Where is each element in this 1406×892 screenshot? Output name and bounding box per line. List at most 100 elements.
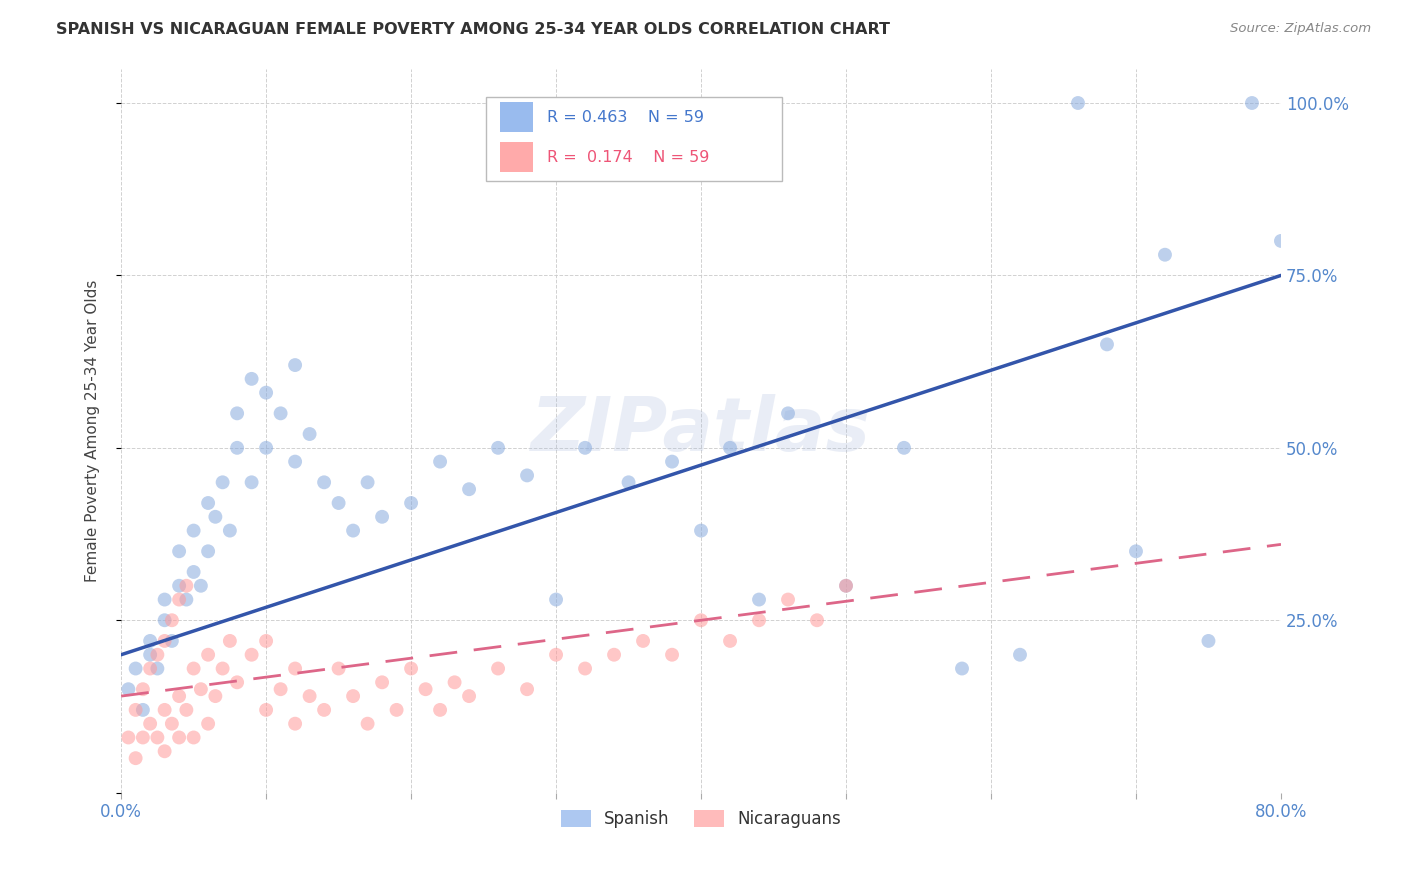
Point [574,661,596,675]
Point [298,689,321,703]
Point [314,475,336,490]
Point [132,731,155,745]
Point [197,544,219,558]
Point [204,689,226,703]
Point [270,682,292,697]
Point [183,565,205,579]
Point [226,441,249,455]
Point [254,634,277,648]
Text: R = 0.463    N = 59: R = 0.463 N = 59 [547,110,704,125]
FancyBboxPatch shape [501,102,533,132]
Point [254,703,277,717]
Point [132,682,155,697]
Point [160,634,183,648]
Point [284,455,307,469]
Point [661,648,683,662]
Point [284,358,307,372]
Point [124,661,146,675]
Point [153,592,176,607]
Point [1154,248,1177,262]
Point [197,716,219,731]
Point [544,648,567,662]
Point [399,496,422,510]
Point [139,661,162,675]
Point [371,509,394,524]
Point [190,579,212,593]
Point [399,661,422,675]
Text: Source: ZipAtlas.com: Source: ZipAtlas.com [1230,22,1371,36]
Point [314,703,336,717]
Point [748,613,770,627]
Point [254,385,277,400]
Point [1095,337,1118,351]
Point [544,592,567,607]
Point [1240,95,1263,110]
Point [574,441,596,455]
Point [197,648,219,662]
Point [516,682,538,697]
Point [617,475,640,490]
Point [661,455,683,469]
Point [776,406,799,420]
Point [117,731,139,745]
Point [748,592,770,607]
Point [429,455,451,469]
Point [197,496,219,510]
Point [132,703,155,717]
Point [458,689,481,703]
Point [183,524,205,538]
Point [124,703,146,717]
Point [146,648,169,662]
Point [443,675,465,690]
Point [690,524,713,538]
Point [211,475,233,490]
Point [776,592,799,607]
Point [415,682,437,697]
Point [254,441,277,455]
Point [167,544,190,558]
Point [603,648,626,662]
Point [486,441,509,455]
Point [176,579,198,593]
Point [124,751,146,765]
Point [835,579,858,593]
Point [176,703,198,717]
Point [690,613,713,627]
Point [139,716,162,731]
Point [204,509,226,524]
Point [153,613,176,627]
Text: SPANISH VS NICARAGUAN FEMALE POVERTY AMONG 25-34 YEAR OLDS CORRELATION CHART: SPANISH VS NICARAGUAN FEMALE POVERTY AMO… [56,22,890,37]
Point [486,661,509,675]
Point [226,406,249,420]
Point [160,613,183,627]
Point [167,689,190,703]
Point [806,613,828,627]
Legend: Spanish, Nicaraguans: Spanish, Nicaraguans [554,804,848,835]
Point [270,406,292,420]
Text: ZIPatlas: ZIPatlas [531,394,872,467]
Point [167,579,190,593]
Point [218,524,240,538]
Point [385,703,408,717]
Point [240,648,263,662]
Point [328,661,350,675]
Point [1270,234,1292,248]
Point [139,634,162,648]
Point [429,703,451,717]
Point [284,661,307,675]
Y-axis label: Female Poverty Among 25-34 Year Olds: Female Poverty Among 25-34 Year Olds [86,279,100,582]
Point [328,496,350,510]
Point [356,716,378,731]
Point [139,648,162,662]
Point [1067,95,1090,110]
Point [117,682,139,697]
Point [342,524,364,538]
Point [153,634,176,648]
Point [718,441,741,455]
FancyBboxPatch shape [486,97,782,181]
Point [240,475,263,490]
Point [631,634,654,648]
Point [298,427,321,442]
Point [226,675,249,690]
Point [950,661,973,675]
